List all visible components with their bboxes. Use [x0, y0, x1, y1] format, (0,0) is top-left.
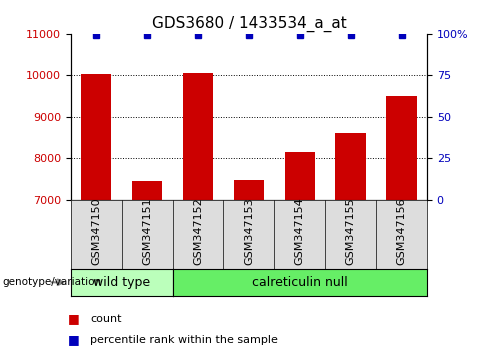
Text: percentile rank within the sample: percentile rank within the sample — [90, 335, 278, 345]
Text: GSM347154: GSM347154 — [295, 197, 305, 265]
Text: GSM347155: GSM347155 — [346, 197, 356, 265]
Title: GDS3680 / 1433534_a_at: GDS3680 / 1433534_a_at — [151, 16, 346, 32]
Bar — [386, 96, 417, 200]
Text: genotype/variation: genotype/variation — [2, 277, 102, 287]
Text: count: count — [90, 314, 122, 324]
Bar — [234, 180, 264, 200]
Text: ■: ■ — [68, 312, 84, 325]
Text: GSM347150: GSM347150 — [91, 197, 101, 265]
Text: GSM347151: GSM347151 — [142, 197, 152, 265]
Bar — [285, 152, 315, 200]
Text: ■: ■ — [68, 333, 84, 346]
Text: calreticulin null: calreticulin null — [252, 276, 347, 289]
Bar — [81, 74, 111, 200]
Text: wild type: wild type — [93, 276, 150, 289]
Bar — [335, 133, 366, 200]
Text: GSM347156: GSM347156 — [397, 197, 407, 265]
Text: GSM347152: GSM347152 — [193, 197, 203, 265]
Bar — [132, 181, 163, 200]
Bar — [183, 73, 213, 200]
Text: GSM347153: GSM347153 — [244, 197, 254, 265]
